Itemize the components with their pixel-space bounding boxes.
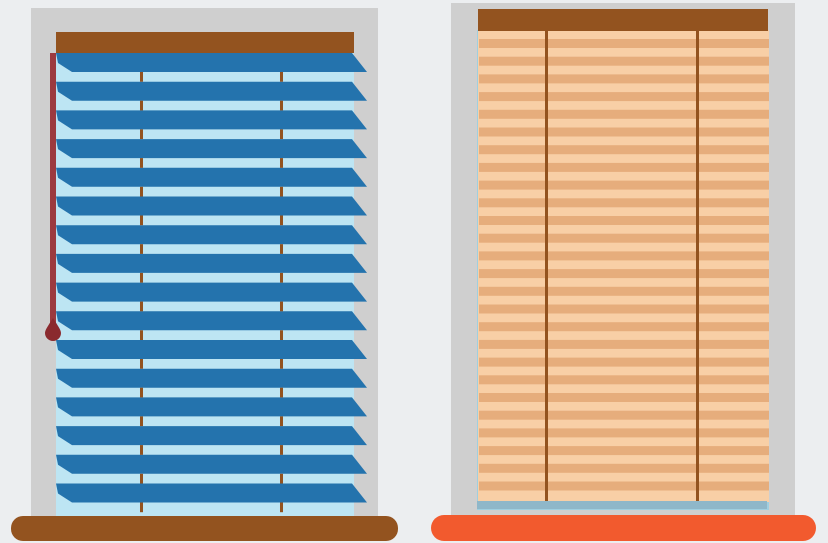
left-ladder-cord-segment (280, 387, 283, 398)
right-blind-slat (479, 127, 769, 137)
left-ladder-cord-segment (140, 72, 143, 82)
left-ladder-cord-segment (140, 215, 143, 226)
left-ladder-cord-segment (280, 445, 283, 455)
right-blind-slat (479, 180, 769, 190)
right-blind-slat (479, 393, 769, 402)
right-blind-slat (479, 145, 769, 155)
left-ladder-cord-segment (280, 215, 283, 226)
left-blind-slats (56, 53, 367, 503)
left-ladder-cord-segment (280, 186, 283, 197)
left-blind-headrail (56, 32, 354, 53)
right-blind-slat (479, 410, 769, 420)
tilt-wand-handle[interactable] (45, 318, 61, 341)
left-blind-slat (56, 253, 367, 273)
left-ladder-cord-segment (280, 244, 283, 254)
left-ladder-cord-segment (280, 301, 283, 312)
right-blind-slat (479, 39, 769, 48)
left-ladder-cord-segment (280, 502, 283, 513)
left-ladder-cord-segment (140, 473, 143, 484)
left-window (11, 8, 398, 541)
right-blind-slat (479, 216, 769, 225)
right-blind-slats (479, 39, 769, 491)
left-blind-slat (56, 368, 367, 388)
left-ladder-cord-segment (140, 158, 143, 168)
left-blind-slat (56, 225, 367, 245)
right-blind-slat (479, 446, 769, 456)
left-ladder-cords (140, 72, 283, 513)
left-ladder-cord-segment (140, 244, 143, 254)
left-ladder-cord-segment (140, 129, 143, 140)
left-ladder-cord-segment (140, 100, 143, 111)
left-ladder-cord-segment (140, 330, 143, 340)
right-blind-slat (479, 322, 769, 332)
left-ladder-cord-segment (280, 72, 283, 82)
left-ladder-cord-segment (280, 100, 283, 111)
right-blind-slat (479, 109, 769, 119)
left-ladder-cord-segment (280, 330, 283, 340)
left-blind-slat (56, 426, 367, 446)
right-window-sill (431, 515, 816, 541)
tilt-wand-rod[interactable] (50, 53, 56, 325)
right-ladder-cord (545, 30, 548, 501)
right-blind-slat (479, 198, 769, 208)
left-blind-slat (56, 110, 367, 130)
left-blind-slat (56, 311, 367, 331)
left-blind-slat (56, 139, 367, 159)
right-blind-slat (479, 251, 769, 261)
left-blind-slat (56, 483, 367, 503)
right-blind-slat (479, 269, 769, 279)
left-ladder-cord-segment (140, 301, 143, 312)
left-blind-slat (56, 53, 367, 72)
left-ladder-cord-segment (140, 272, 143, 283)
left-ladder-cord-segment (280, 272, 283, 283)
right-ladder-cord (696, 30, 699, 501)
right-window (431, 3, 816, 541)
left-ladder-cord-segment (140, 387, 143, 398)
left-ladder-cord-segment (140, 359, 143, 369)
left-blind-slat (56, 196, 367, 216)
right-blind-slat (479, 339, 769, 349)
right-blind-slat (479, 463, 769, 473)
right-blind-slat (479, 233, 769, 243)
left-ladder-cord-segment (280, 158, 283, 168)
left-ladder-cord-segment (280, 473, 283, 484)
left-ladder-cord-segment (140, 445, 143, 455)
right-blind-bottom-rail (477, 501, 767, 509)
left-ladder-cord-segment (140, 502, 143, 513)
right-blind-slat (479, 56, 769, 66)
right-blind-slat (479, 428, 769, 438)
right-blind-headrail (478, 9, 768, 31)
left-blind-slat (56, 282, 367, 302)
right-blind-slat (479, 481, 769, 491)
right-blind-slat (479, 357, 769, 367)
right-blind-slat (479, 92, 769, 102)
left-ladder-cord-segment (140, 416, 143, 427)
left-blind-slat (56, 167, 367, 187)
right-blind-slat (479, 162, 769, 172)
left-ladder-cord-segment (280, 416, 283, 427)
right-blind-slat (479, 286, 769, 296)
right-blind-slat (479, 304, 769, 314)
right-blind-slat (479, 74, 769, 84)
right-blind-backing (478, 30, 769, 502)
left-blind-slat (56, 397, 367, 417)
left-ladder-cord-segment (280, 129, 283, 140)
left-tilt-wand[interactable] (45, 53, 61, 341)
left-blind-slat (56, 454, 367, 474)
left-ladder-cord-segment (280, 359, 283, 369)
left-window-sill (11, 516, 398, 541)
left-ladder-cord-segment (140, 186, 143, 197)
right-blind-slat (479, 375, 769, 385)
left-blind-slat (56, 340, 367, 359)
left-blind-slat (56, 81, 367, 101)
